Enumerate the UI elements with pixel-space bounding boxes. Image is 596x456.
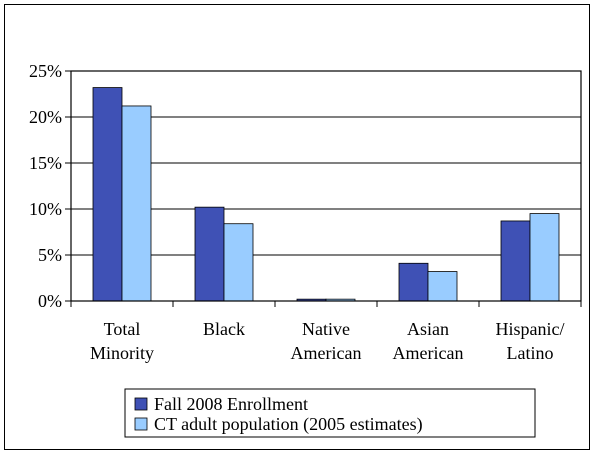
bar-chart: 0% 5% 10% 15% 20% 25% Total Minority Black Nativ… <box>29 61 582 438</box>
bar <box>121 105 152 302</box>
bar <box>398 262 429 302</box>
bar <box>427 271 458 302</box>
x-category-label: Minority <box>90 343 154 363</box>
bar <box>223 223 254 302</box>
y-tick-label: 10% <box>29 199 62 219</box>
x-category-label: Total <box>104 319 141 339</box>
y-tick-labels: 0% 5% 10% 15% 20% 25% <box>29 61 62 311</box>
y-tick-label: 15% <box>29 153 62 173</box>
x-category-label: Hispanic/ <box>496 319 565 339</box>
y-tick-label: 5% <box>38 245 62 265</box>
x-category-label: Asian <box>407 319 449 339</box>
legend-label: CT adult population (2005 estimates) <box>154 414 423 435</box>
y-tick-label: 0% <box>38 291 62 311</box>
axes <box>65 70 582 307</box>
chart-frame: 0% 5% 10% 15% 20% 25% Total Minority Black Nativ… <box>4 4 590 450</box>
gridlines <box>71 116 581 256</box>
x-category-label: Native <box>302 319 350 339</box>
legend-label: Fall 2008 Enrollment <box>154 394 308 414</box>
legend-swatch <box>134 417 148 431</box>
x-category-label: Latino <box>507 343 554 363</box>
bar <box>92 87 123 302</box>
x-category-label: American <box>393 343 464 363</box>
legend-box <box>124 388 536 438</box>
bars <box>92 87 560 302</box>
legend-swatch <box>134 397 148 411</box>
plot-area <box>70 70 582 302</box>
x-category-label: American <box>291 343 362 363</box>
x-category-labels: Total Minority Black Native American Asian Ame… <box>90 319 565 363</box>
bar <box>500 220 531 302</box>
bar <box>529 213 560 302</box>
y-tick-label: 20% <box>29 107 62 127</box>
bar <box>194 206 225 302</box>
y-tick-label: 25% <box>29 61 62 81</box>
x-category-label: Black <box>203 319 245 339</box>
